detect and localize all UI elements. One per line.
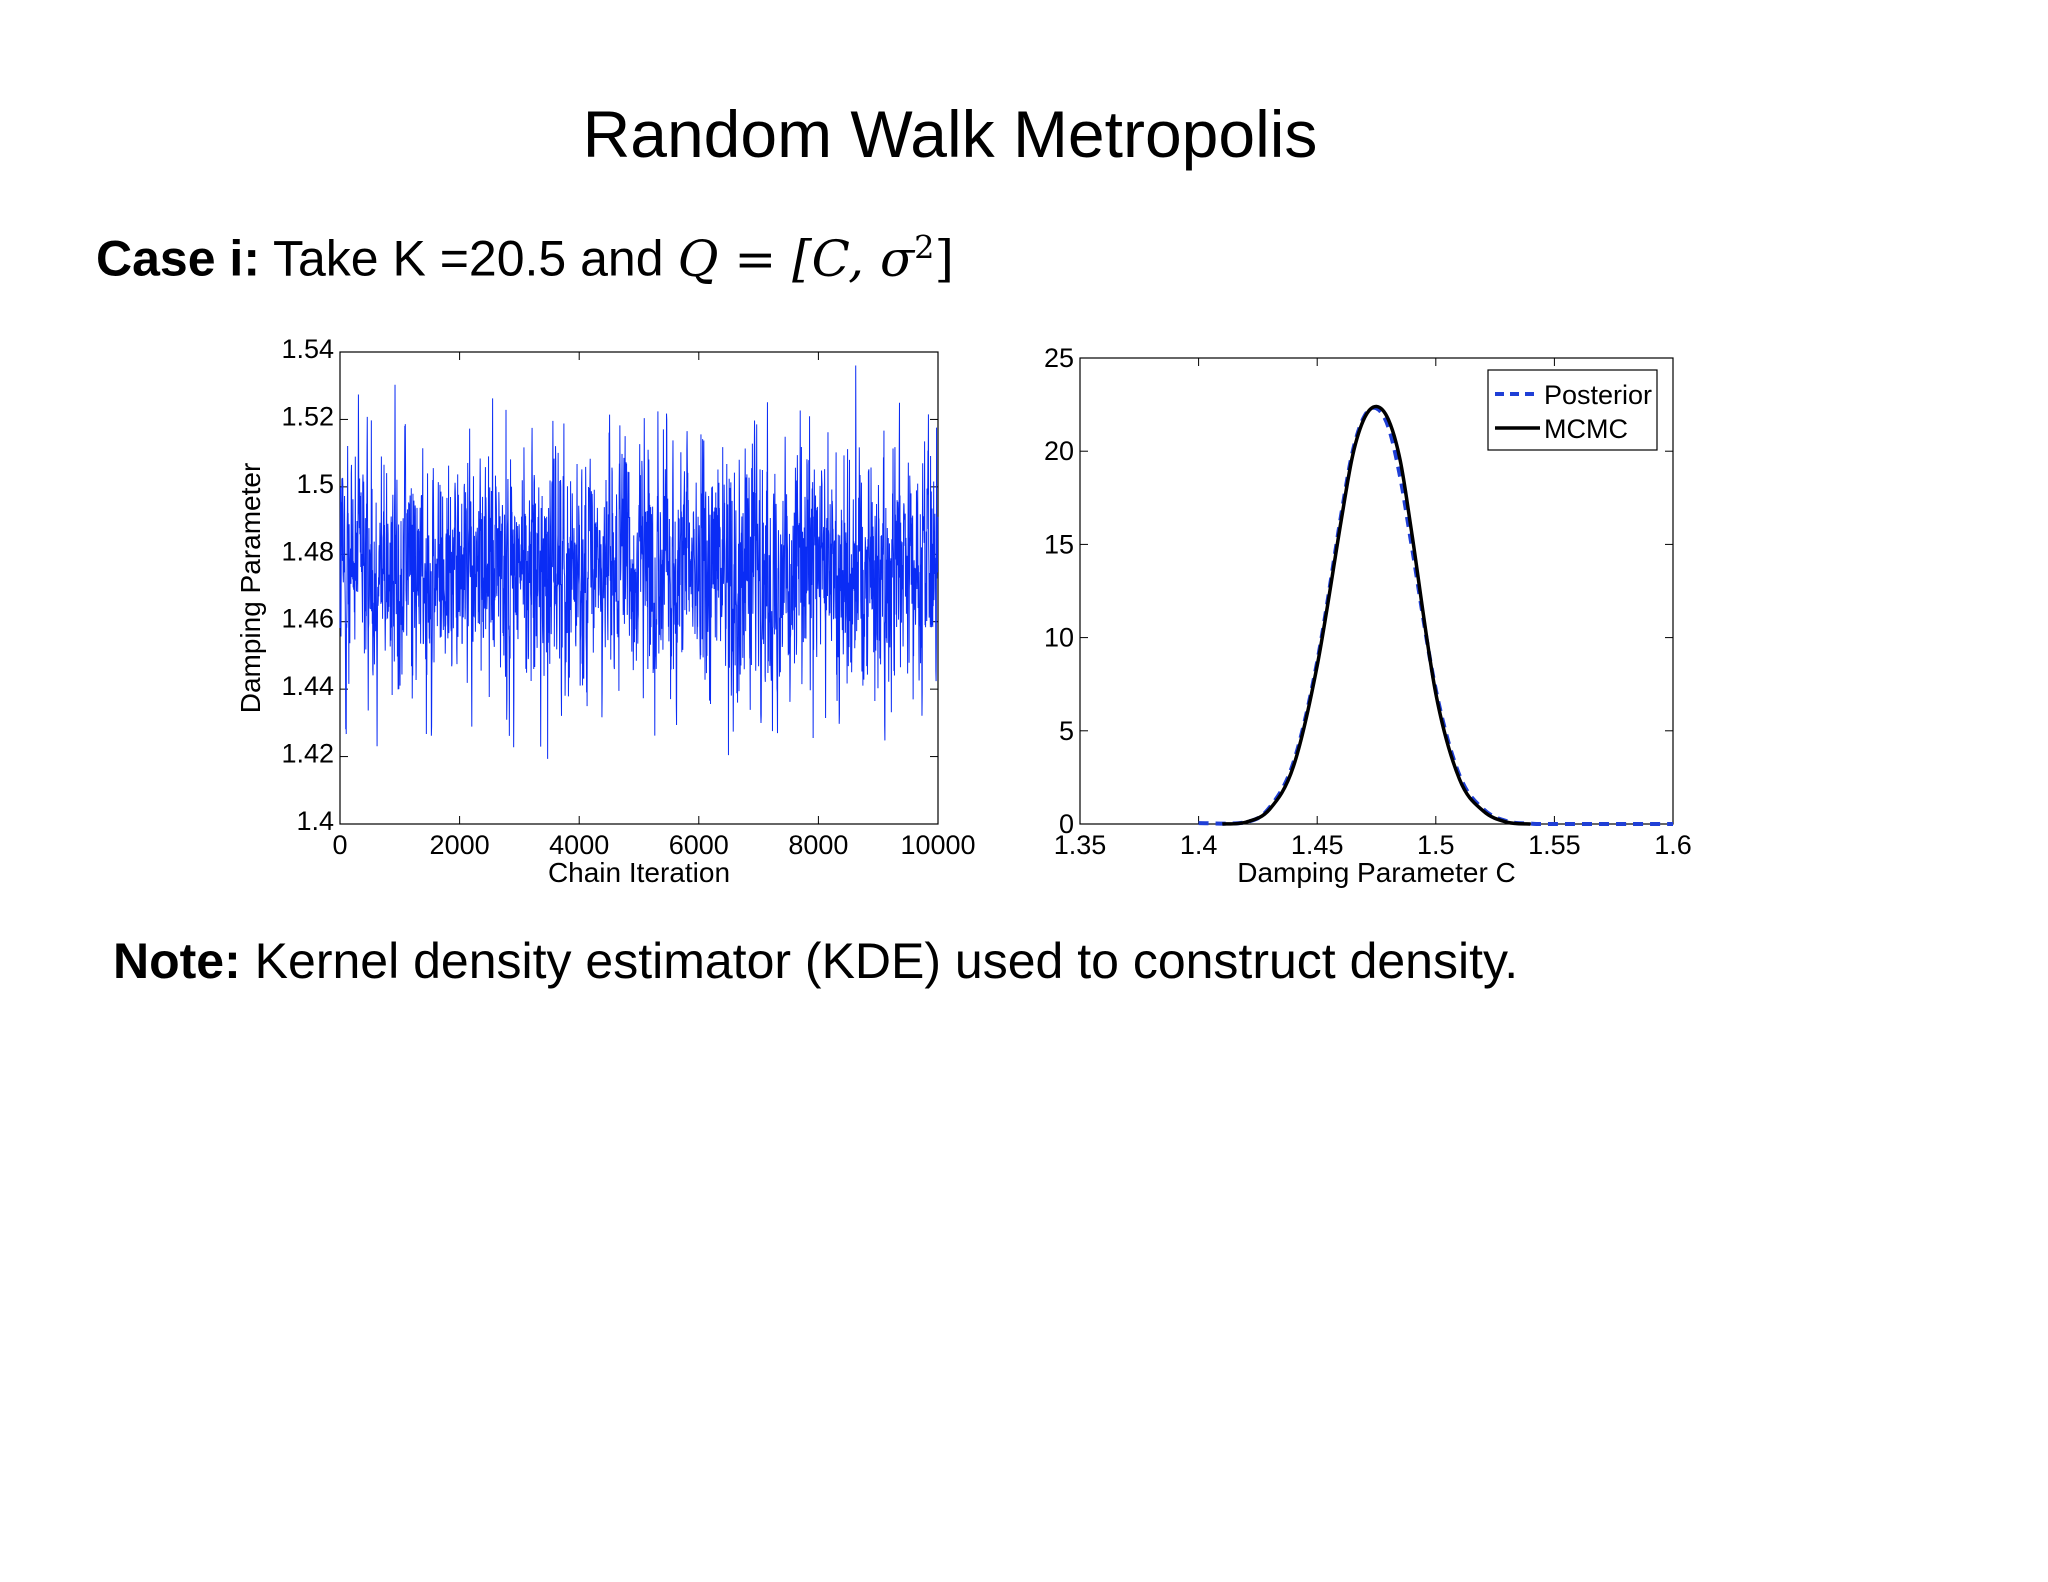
y-tick-label: 1.48	[281, 536, 334, 566]
y-tick-label: 15	[1044, 529, 1074, 559]
y-tick-label: 1.46	[281, 604, 334, 634]
case-text: Take K =20.5 and	[272, 230, 664, 287]
y-tick-label: 10	[1044, 623, 1074, 653]
x-tick-label: 1.35	[1054, 830, 1107, 860]
y-tick-label: 1.4	[296, 806, 334, 836]
formula-close: ]	[934, 229, 954, 288]
x-axis-label: Damping Parameter C	[1237, 857, 1516, 888]
y-tick-label: 1.52	[281, 401, 334, 431]
note-text-block: Note: Kernel density estimator (KDE) use…	[113, 932, 1518, 990]
case-formula: Q = [C, σ2]	[677, 228, 954, 288]
x-tick-label: 2000	[430, 830, 490, 860]
plot-frame	[1079, 357, 1674, 825]
x-axis-label: Chain Iteration	[548, 857, 730, 888]
y-tick-label: 20	[1044, 436, 1074, 466]
case-heading: Case i: Take K =20.5 and Q = [C, σ2]	[96, 228, 954, 288]
note-label: Note:	[113, 933, 241, 989]
x-tick-label: 1.55	[1528, 830, 1581, 860]
legend-box	[1487, 369, 1658, 451]
legend-posterior-label: Posterior	[1544, 380, 1652, 410]
mcmc-density-line	[1222, 404, 1531, 826]
trace-plot: 0 2000 4000 6000 8000 10000 1.4 1.42 1.44 1.46 1.4…	[235, 334, 976, 888]
x-tick-label: 0	[332, 830, 347, 860]
y-axis-label: Damping Parameter	[235, 463, 266, 714]
y-tick-label: 1.42	[281, 739, 334, 769]
y-tick-label: 25	[1044, 343, 1074, 373]
case-label: Case i:	[96, 230, 260, 287]
chart-legend: Posterior MCMC	[1487, 369, 1658, 451]
x-tick-label: 1.45	[1291, 830, 1344, 860]
x-tick-label: 8000	[788, 830, 848, 860]
formula-open: [C, σ	[792, 229, 915, 288]
y-tick-label: 5	[1059, 716, 1074, 746]
density-plot: 1.35 1.4 1.45 1.5 1.55 1.6 0 5 10 15 20 25 Damping P…	[1044, 343, 1692, 888]
note-text: Kernel density estimator (KDE) used to c…	[254, 933, 1519, 989]
formula-exponent: 2	[914, 228, 935, 266]
y-tick-label: 1.5	[296, 469, 334, 499]
formula-equals: =	[734, 229, 777, 288]
x-tick-label: 6000	[669, 830, 729, 860]
chain-trace-line	[339, 365, 939, 759]
y-tick-label: 0	[1059, 809, 1074, 839]
x-tick-label: 10000	[900, 830, 975, 860]
y-tick-label: 1.54	[281, 334, 334, 364]
slide-title: Random Walk Metropolis	[582, 97, 1318, 171]
x-tick-label: 1.5	[1417, 830, 1455, 860]
legend-mcmc-label: MCMC	[1544, 414, 1628, 444]
posterior-density-line	[1198, 405, 1674, 827]
formula-lhs: Q	[677, 229, 719, 288]
y-tick-label: 1.44	[281, 671, 334, 701]
x-tick-label: 4000	[549, 830, 609, 860]
x-tick-label: 1.4	[1180, 830, 1218, 860]
x-tick-label: 1.6	[1654, 830, 1692, 860]
